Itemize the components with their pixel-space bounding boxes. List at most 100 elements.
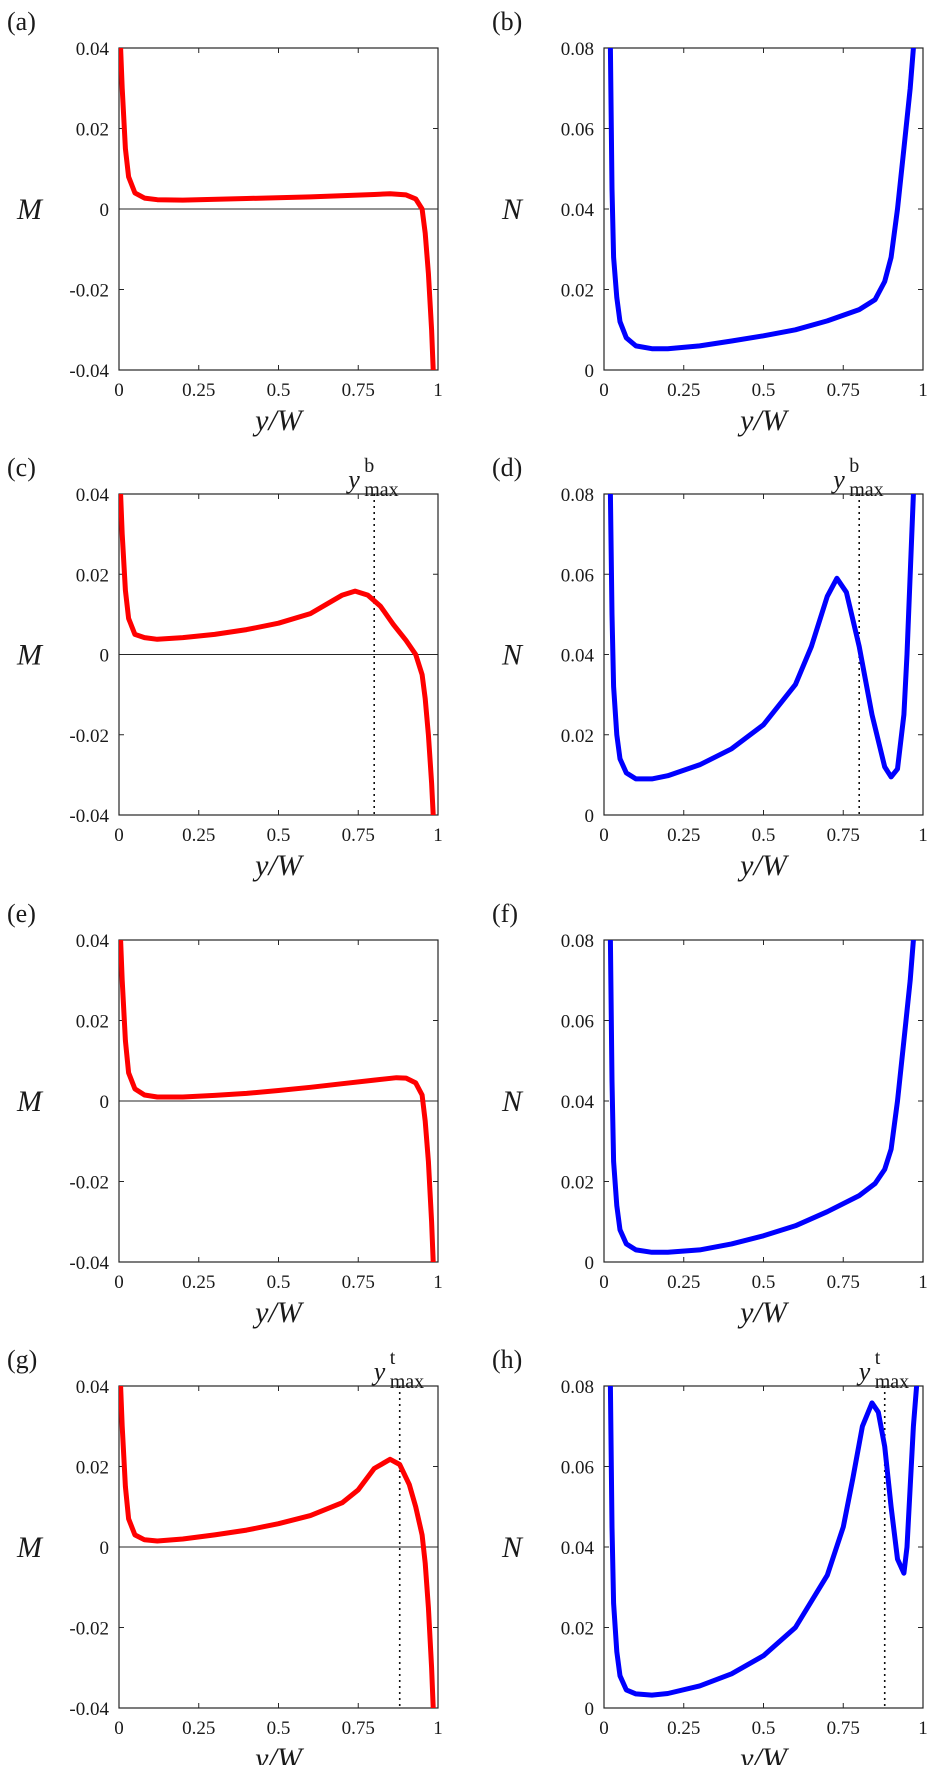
panel-d-xtick-label: 0 [599, 825, 609, 846]
panel-f-curve-N [607, 940, 916, 1255]
panel-d-ytick-label: 0.02 [561, 726, 594, 747]
panel-d-axes-box [603, 493, 924, 816]
panel-e-xtick-label: 0.25 [182, 1272, 215, 1293]
panel-h-ytick-label: 0.02 [561, 1619, 594, 1640]
panel-h-marker-subscript: max [875, 1371, 909, 1393]
panel-b-ytick-label: 0.06 [561, 120, 594, 141]
panel-g-marker-subscript: max [390, 1371, 424, 1393]
panel-a-ytick-label: -0.04 [69, 361, 109, 382]
panel-g-xlabel: y/W [252, 1742, 305, 1765]
panel-b-xtick-label: 0.75 [827, 380, 860, 401]
panel-d-ytick-label: 0 [585, 806, 595, 827]
panel-e-label: (e) [7, 899, 36, 928]
panel-f-axes-box [603, 939, 924, 1263]
panel-h-xtick-label: 0.25 [667, 1718, 700, 1739]
panel-a-xtick-label: 0.25 [182, 380, 215, 401]
panel-h-marker-superscript: t [875, 1347, 881, 1369]
panel-c-xtick-label: 0.5 [267, 825, 291, 846]
panel-d-ytick-label: 0.04 [561, 646, 595, 667]
panel-h-curve-N [607, 1386, 920, 1698]
panel-a-xtick-label: 0.75 [342, 380, 375, 401]
panel-e-xtick-label: 0.5 [267, 1272, 291, 1293]
panel-d-marker-subscript: max [849, 479, 883, 501]
panel-h-ytick-label: 0.04 [561, 1538, 595, 1559]
panel-h-ytick-label: 0.08 [561, 1377, 594, 1398]
panel-f-xtick-label: 0.5 [752, 1272, 776, 1293]
panel-b-xtick-label: 1 [918, 380, 928, 401]
panel-g-xtick-label: 0.5 [267, 1718, 291, 1739]
panel-e-xtick-label: 0 [114, 1272, 124, 1293]
panel-e-ytick-label: -0.04 [69, 1253, 109, 1274]
panel-f-xtick-label: 0.25 [667, 1272, 700, 1293]
panel-a-label: (a) [7, 7, 36, 36]
panel-e-curve-M [119, 940, 436, 1262]
panel-a-xtick-label: 0.5 [267, 380, 291, 401]
panel-e-ylabel: M [16, 1085, 44, 1118]
panel-f-xtick-label: 0.75 [827, 1272, 860, 1293]
panel-e: 0 0.25 0.5 0.75 1 -0.04 -0.02 0 0.02 0.04 (e) My/W [7, 899, 443, 1329]
panel-b-ylabel: N [501, 193, 524, 226]
panel-d-label: (d) [492, 453, 522, 482]
panel-c-ytick-label: -0.04 [69, 806, 109, 827]
panel-c-label: (c) [7, 453, 36, 482]
panel-c-marker-superscript: b [364, 455, 374, 477]
panel-a-xtick-label: 0 [114, 380, 124, 401]
panel-g-xtick-label: 0.25 [182, 1718, 215, 1739]
panel-f-xlabel: y/W [737, 1296, 790, 1329]
panel-h-label: (h) [492, 1345, 522, 1374]
panel-f-xtick-label: 0 [599, 1272, 609, 1293]
panel-g-marker-label: y [371, 1357, 386, 1386]
panel-e-ytick-label: -0.02 [69, 1173, 109, 1194]
panel-g-marker-superscript: t [390, 1347, 396, 1369]
panel-g-ytick-label: -0.04 [69, 1699, 109, 1720]
panel-c-curve-M [119, 494, 436, 815]
panel-a-ytick-label: 0.02 [76, 120, 109, 141]
panel-d-xlabel: y/W [737, 849, 790, 882]
panel-b-axes-box [603, 47, 924, 371]
panel-e-xtick-label: 1 [433, 1272, 443, 1293]
panel-g-ytick-label: -0.02 [69, 1619, 109, 1640]
panel-f-xtick-label: 1 [918, 1272, 928, 1293]
panel-b-ytick-label: 0.02 [561, 281, 594, 302]
panel-b-xtick-label: 0.25 [667, 380, 700, 401]
panel-d-xtick-label: 0.5 [752, 825, 776, 846]
panel-g-ytick-label: 0 [100, 1538, 110, 1559]
panel-g-ylabel: M [16, 1531, 44, 1564]
panel-d-ytick-label: 0.08 [561, 485, 594, 506]
panel-c-ytick-label: 0.04 [76, 485, 110, 506]
panel-g-xtick-label: 1 [433, 1718, 443, 1739]
panel-b-ytick-label: 0.08 [561, 39, 594, 60]
panel-e-xlabel: y/W [252, 1296, 305, 1329]
panel-h-xlabel: y/W [737, 1742, 790, 1765]
panel-e-ytick-label: 0 [100, 1092, 110, 1113]
panel-e-ytick-label: 0.04 [76, 931, 110, 952]
panel-g-curve-M [119, 1386, 436, 1708]
panel-e-ytick-label: 0.02 [76, 1012, 109, 1033]
panel-b-xtick-label: 0.5 [752, 380, 776, 401]
panel-d-xtick-label: 0.75 [827, 825, 860, 846]
panel-b-ytick-label: 0 [585, 361, 595, 382]
panel-h-xtick-label: 1 [918, 1718, 928, 1739]
panel-g-xtick-label: 0 [114, 1718, 124, 1739]
panel-g-ytick-label: 0.02 [76, 1458, 109, 1479]
panel-d-curve-N [607, 494, 916, 782]
panel-a-ylabel: M [16, 193, 44, 226]
panel-g-ytick-label: 0.04 [76, 1377, 110, 1398]
panel-g-xtick-label: 0.75 [342, 1718, 375, 1739]
panel-d-ylabel: N [501, 639, 524, 672]
panel-c-ylabel: M [16, 639, 44, 672]
panel-b-curve-N [607, 48, 916, 352]
panel-e-xtick-label: 0.75 [342, 1272, 375, 1293]
panel-b-label: (b) [492, 7, 522, 36]
panel-h-ytick-label: 0 [585, 1699, 595, 1720]
panel-c-xtick-label: 0.25 [182, 825, 215, 846]
panel-h-xtick-label: 0 [599, 1718, 609, 1739]
panel-f-ylabel: N [501, 1085, 524, 1118]
panel-d-xtick-label: 0.25 [667, 825, 700, 846]
panel-h-xtick-label: 0.75 [827, 1718, 860, 1739]
panel-c-ytick-label: 0.02 [76, 565, 109, 586]
